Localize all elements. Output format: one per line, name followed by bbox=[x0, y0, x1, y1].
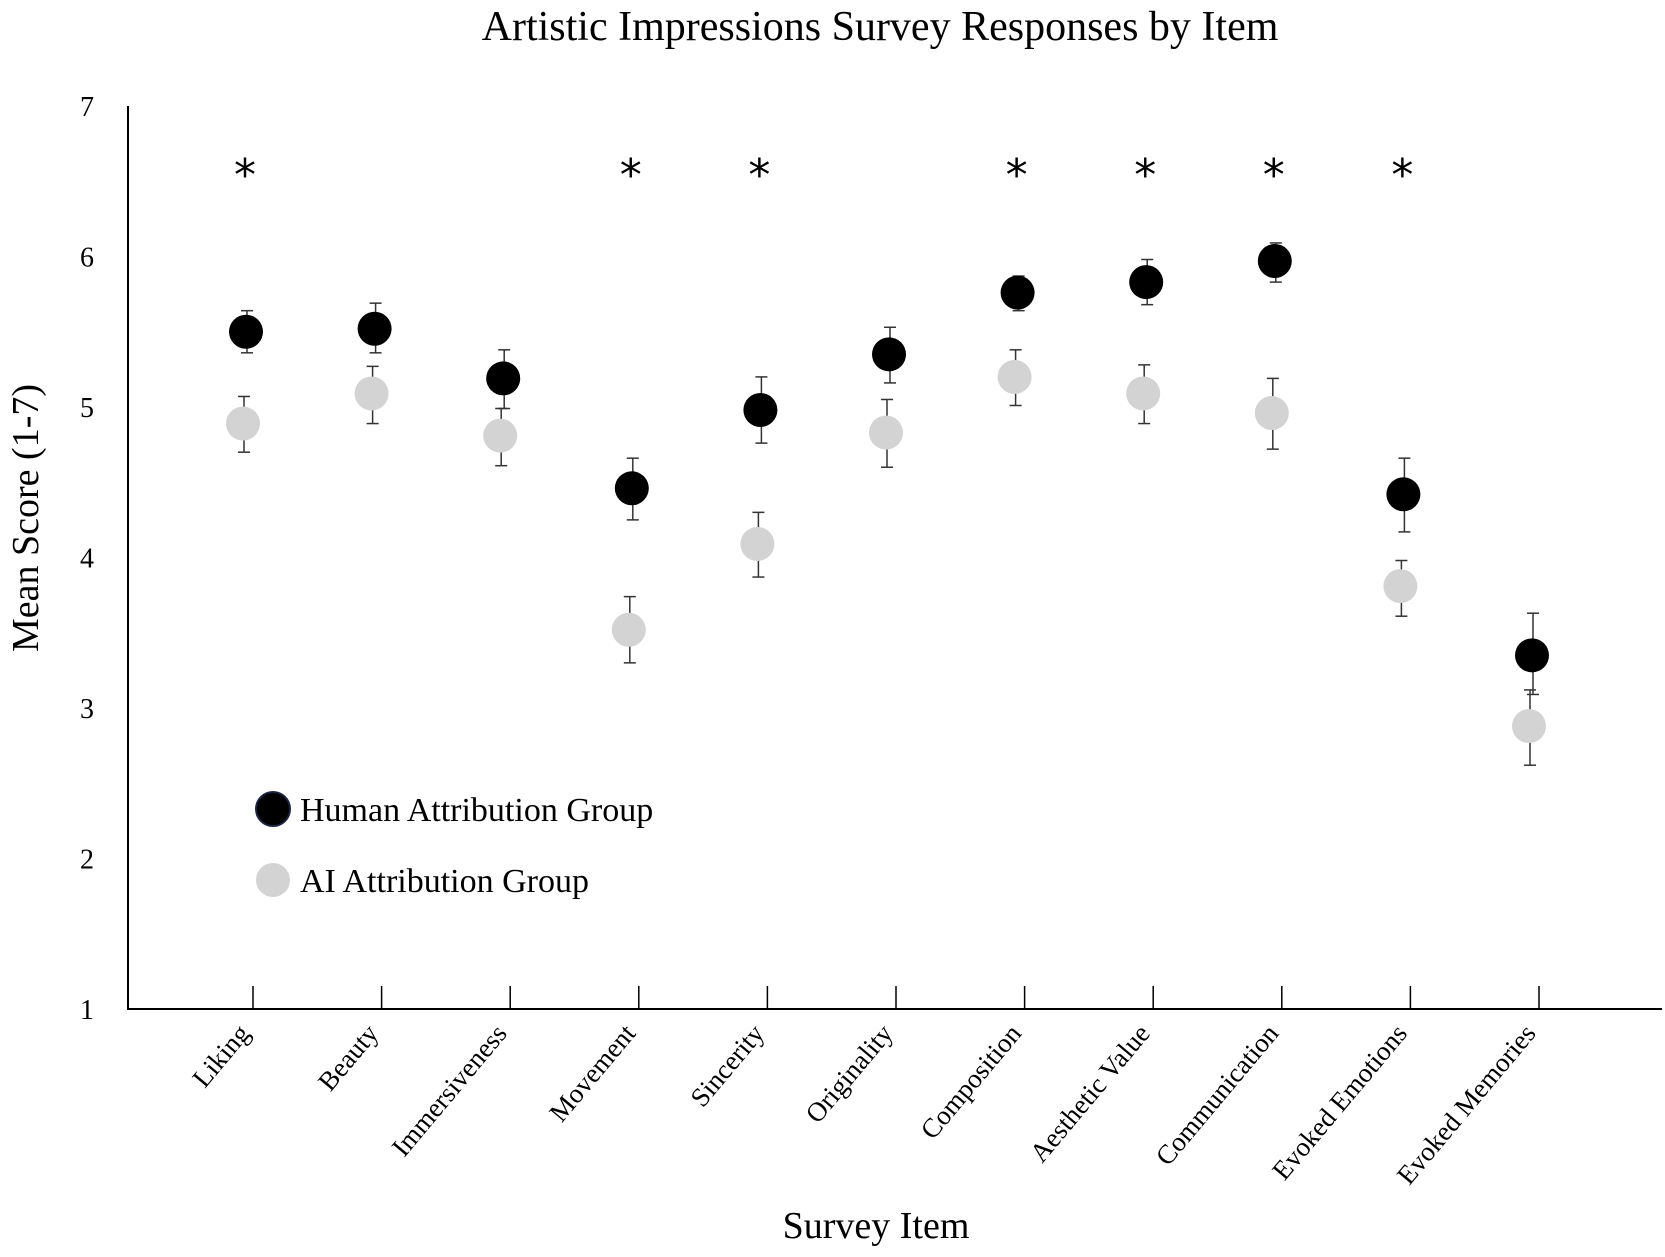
data-point-ai bbox=[354, 376, 389, 411]
category-label: Liking bbox=[186, 1019, 255, 1093]
category-label: Beauty bbox=[312, 1018, 384, 1096]
significance-star: * bbox=[748, 150, 770, 201]
significance-star: * bbox=[1391, 150, 1413, 201]
y-tick-label: 4 bbox=[80, 544, 94, 575]
significance-star: * bbox=[620, 150, 642, 201]
data-point-human bbox=[486, 361, 521, 396]
x-axis-label: Survey Item bbox=[783, 1205, 970, 1247]
legend-swatch-ai bbox=[256, 863, 290, 897]
data-point-ai bbox=[740, 526, 775, 561]
significance-star: * bbox=[1006, 150, 1028, 201]
series-layer bbox=[226, 242, 1549, 766]
data-point-ai bbox=[1126, 376, 1161, 411]
significance-star: * bbox=[234, 150, 256, 201]
data-point-ai bbox=[997, 359, 1032, 394]
y-axis-label: Mean Score (1-7) bbox=[5, 384, 47, 652]
significance-star: * bbox=[1134, 150, 1156, 201]
legend-swatch-human bbox=[255, 791, 291, 827]
data-point-human bbox=[1257, 244, 1292, 279]
category-label: Originality bbox=[799, 1018, 898, 1128]
data-point-ai bbox=[1383, 569, 1418, 604]
data-point-human bbox=[1515, 638, 1549, 673]
data-point-human bbox=[357, 311, 392, 346]
category-label: Aesthetic Value bbox=[1024, 1019, 1156, 1168]
data-point-human bbox=[1129, 265, 1164, 300]
y-tick-label: 6 bbox=[80, 243, 94, 274]
category-label: Evoked Emotions bbox=[1266, 1019, 1413, 1186]
y-tick-label: 5 bbox=[80, 393, 94, 424]
y-ticks: 1 2 3 4 5 6 7 bbox=[80, 92, 94, 1026]
data-point-ai bbox=[1254, 396, 1289, 431]
category-label: Communication bbox=[1150, 1018, 1285, 1171]
category-labels: Liking Beauty Immersiveness Movement Sinceri… bbox=[186, 1018, 1541, 1190]
data-point-ai bbox=[226, 406, 260, 441]
significance-markers: * * * * * * * bbox=[234, 150, 1413, 201]
x-ticks bbox=[252, 986, 1540, 1009]
y-tick-label: 7 bbox=[80, 92, 94, 123]
data-point-human bbox=[614, 471, 649, 506]
data-point-ai bbox=[1512, 709, 1546, 744]
data-point-human bbox=[229, 314, 263, 349]
data-point-human bbox=[1386, 477, 1421, 512]
data-point-ai bbox=[611, 612, 646, 647]
category-label: Sincerity bbox=[684, 1018, 770, 1112]
significance-star: * bbox=[1263, 150, 1285, 201]
category-label: Evoked Memories bbox=[1391, 1019, 1542, 1190]
data-point-ai bbox=[483, 418, 518, 453]
category-label: Movement bbox=[543, 1018, 641, 1127]
series-ai bbox=[226, 349, 1546, 766]
data-point-human bbox=[872, 337, 906, 372]
chart-title: Artistic Impressions Survey Responses by… bbox=[482, 4, 1279, 50]
data-point-human bbox=[1000, 275, 1035, 310]
data-point-human bbox=[743, 393, 778, 428]
category-label: Composition bbox=[915, 1018, 1028, 1145]
legend-label-ai: AI Attribution Group bbox=[300, 863, 589, 900]
legend: Human Attribution Group AI Attribution G… bbox=[255, 791, 653, 900]
y-tick-label: 2 bbox=[80, 845, 94, 876]
data-point-ai bbox=[869, 415, 903, 450]
legend-label-human: Human Attribution Group bbox=[300, 792, 653, 829]
category-label: Immersiveness bbox=[386, 1019, 513, 1162]
y-tick-label: 1 bbox=[80, 995, 94, 1026]
series-human bbox=[229, 242, 1549, 696]
y-tick-label: 3 bbox=[80, 694, 94, 725]
